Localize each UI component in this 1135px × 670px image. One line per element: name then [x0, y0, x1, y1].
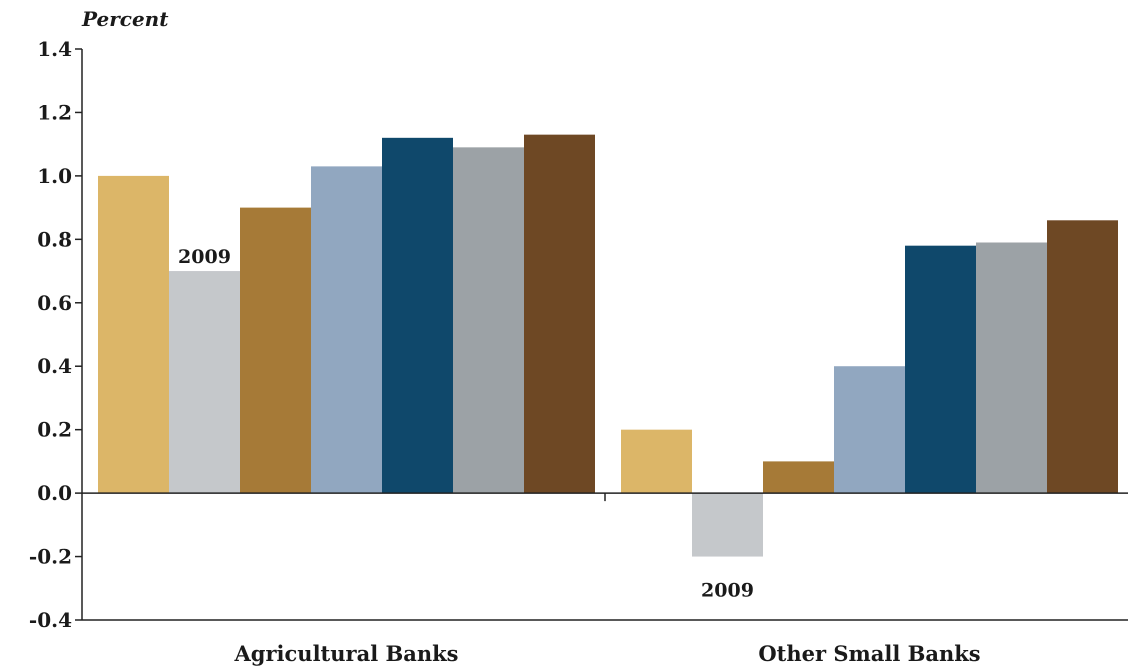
category-label: Agricultural Banks — [234, 641, 459, 666]
bar-2-7 — [1047, 220, 1118, 494]
bar-2-4 — [834, 366, 905, 494]
bar-2-1 — [621, 429, 692, 494]
y-tick-label: -0.4 — [29, 608, 72, 632]
bar-1-2 — [169, 271, 240, 494]
annotations-group: 2009 2009 — [178, 246, 754, 602]
annotation-label: 2009 — [701, 580, 754, 602]
y-tick-label: 1.0 — [37, 164, 72, 188]
bar-2-6 — [976, 242, 1047, 494]
x-axis: Agricultural Banks Other Small Banks — [82, 492, 1128, 666]
y-tick-label: 0.2 — [37, 418, 72, 442]
bar-1-6 — [453, 147, 524, 494]
bar-2-5 — [905, 245, 976, 494]
y-tick-label: 1.4 — [37, 37, 72, 61]
y-axis: 1.4 1.2 1.0 0.8 0.6 0.4 0.2 0.0 -0.2 -0.4 — [29, 37, 83, 632]
y-tick-label: 0.6 — [37, 291, 72, 315]
bar-1-1 — [98, 175, 169, 494]
bar-2-2 — [692, 493, 763, 557]
y-axis-unit-label: Percent — [81, 7, 169, 31]
bar-1-4 — [311, 166, 382, 494]
bar-1-7 — [524, 134, 595, 494]
y-tick-label: 0.8 — [37, 227, 72, 251]
y-tick-label: 0.4 — [37, 354, 72, 378]
y-tick-label: 1.2 — [37, 100, 72, 124]
y-tick-label: -0.2 — [29, 545, 72, 569]
category-label: Other Small Banks — [758, 641, 980, 666]
annotation-label: 2009 — [178, 246, 231, 268]
bars-group — [98, 134, 1118, 557]
bar-1-5 — [382, 137, 453, 494]
bar-1-3 — [240, 207, 311, 494]
bar-2-3 — [763, 461, 834, 494]
y-tick-label: 0.0 — [37, 481, 72, 505]
